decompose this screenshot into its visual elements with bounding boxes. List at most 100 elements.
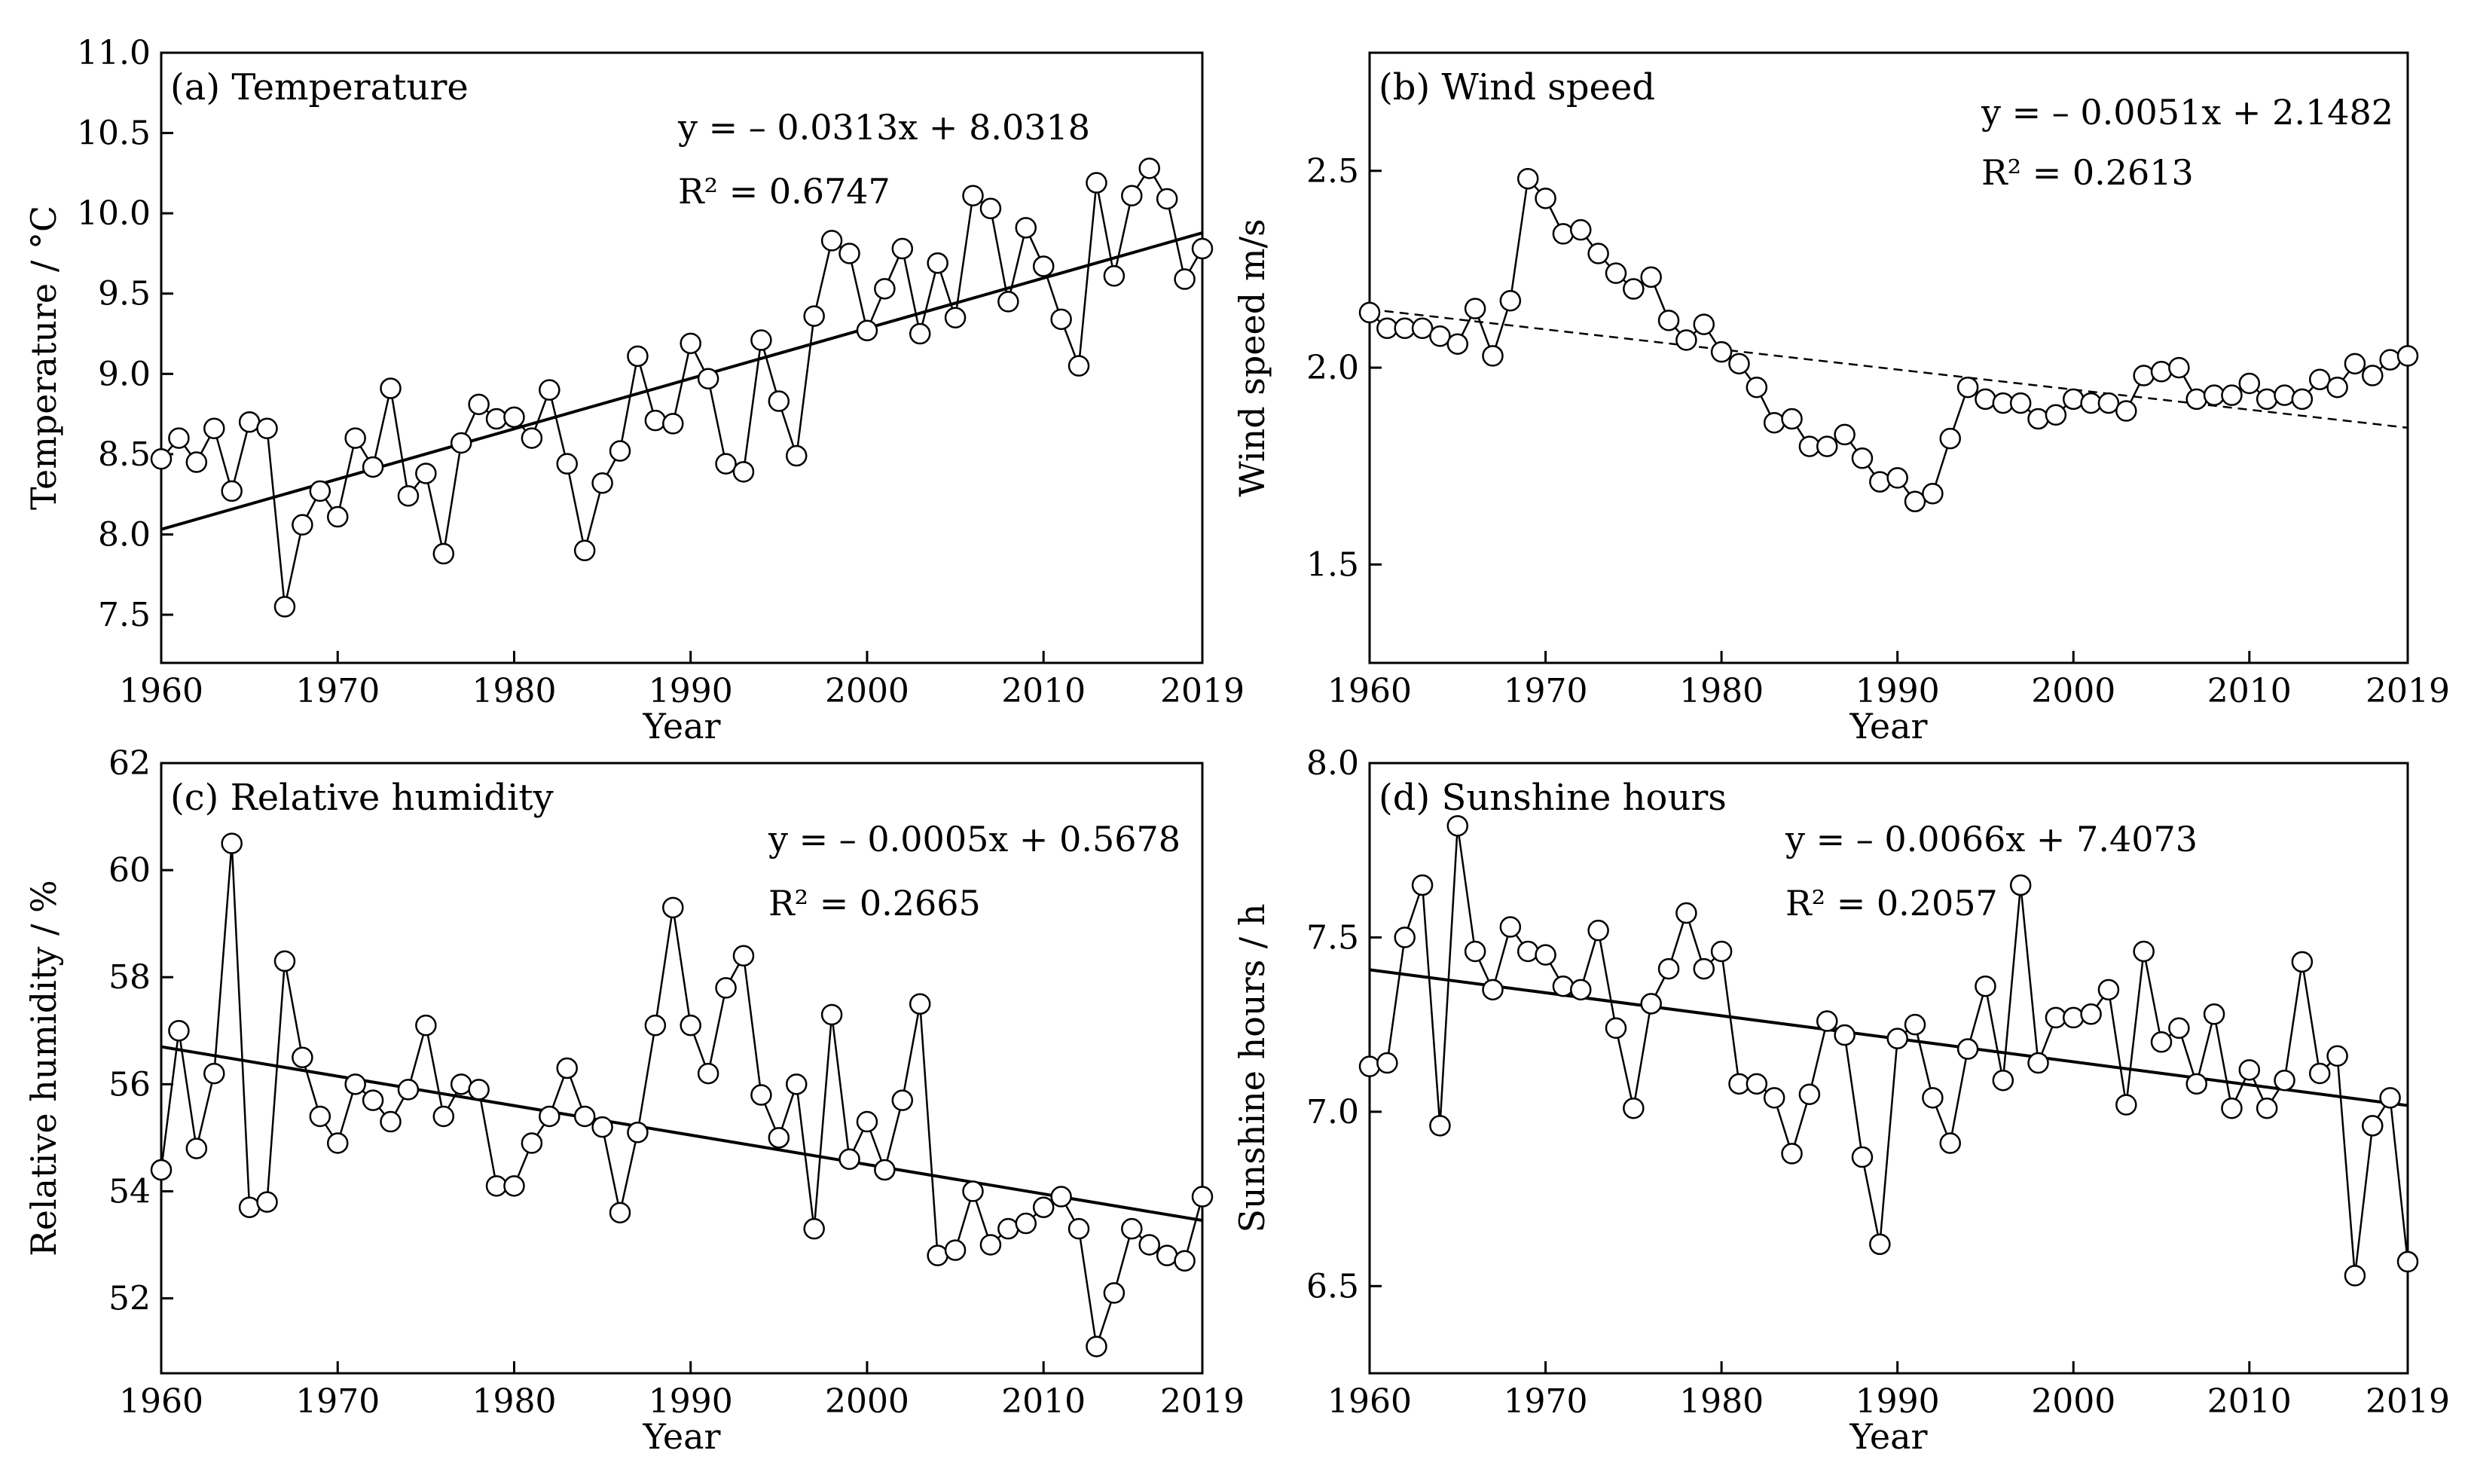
data-point: [1710, 340, 1733, 363]
data-point: [1869, 471, 1891, 493]
trend-equation: y = – 0.0051x + 2.1482: [1981, 92, 2393, 133]
y-tick-label: 11.0: [77, 34, 151, 72]
data-point: [1174, 1250, 1196, 1272]
trend-r-squared: R² = 0.2057: [1785, 883, 1998, 924]
data-point: [1517, 940, 1539, 963]
data-point: [1605, 1017, 1627, 1040]
data-point: [732, 945, 755, 967]
data-point: [1623, 278, 1645, 300]
data-point: [768, 1127, 790, 1149]
x-tick-label: 2000: [2031, 1382, 2115, 1421]
trend-line: [160, 1045, 1203, 1223]
data-point: [309, 1105, 331, 1128]
data-point: [1429, 1115, 1451, 1137]
data-point: [662, 413, 684, 435]
data-point: [273, 950, 296, 973]
plot-frame: [1368, 51, 2409, 664]
data-point: [1816, 1010, 1838, 1032]
data-point: [2274, 1069, 2295, 1092]
data-point: [539, 379, 560, 401]
data-point: [1174, 268, 1196, 290]
data-point: [539, 1105, 560, 1128]
panel-wind-speed: 1960 1970 1980 1990 2000 2010 2019 1.5 2.0 2.5 Yea…: [1232, 51, 2450, 747]
y-tick-label: 8.5: [98, 435, 151, 474]
data-point: [2238, 1059, 2261, 1081]
data-point: [1156, 1244, 1178, 1266]
data-point: [1693, 313, 1715, 335]
x-tick-label: 1970: [1504, 1382, 1588, 1421]
data-point: [1032, 255, 1055, 277]
x-tick-label: 1960: [119, 672, 203, 710]
x-tick-label: 1980: [1679, 1382, 1764, 1421]
x-tick-label: 2000: [2031, 672, 2115, 710]
data-point: [1851, 1146, 1874, 1168]
data-point: [750, 1084, 772, 1106]
data-point: [609, 440, 631, 462]
y-tick-label: 7.0: [1306, 1093, 1359, 1131]
data-point: [503, 406, 525, 429]
y-tick-label: 10.5: [77, 115, 151, 153]
data-point: [521, 427, 543, 449]
trend-r-squared: R² = 0.2665: [768, 883, 981, 924]
data-point: [1191, 237, 1214, 260]
x-tick-label: 1960: [119, 1382, 203, 1421]
panel-title: (b) Wind speed: [1379, 66, 1655, 108]
data-point: [521, 1132, 543, 1154]
data-point: [1746, 1073, 1768, 1095]
data-point: [256, 1191, 278, 1213]
data-point: [2396, 1250, 2419, 1273]
data-point: [2326, 1045, 2348, 1067]
data-point: [1086, 1336, 1107, 1357]
data-point: [1975, 975, 1996, 997]
data-point: [1886, 467, 1908, 489]
data-point: [2256, 1097, 2278, 1119]
data-point: [2256, 388, 2278, 411]
data-point: [2308, 1062, 2331, 1085]
y-tick-label: 58: [108, 958, 151, 997]
data-point: [697, 368, 719, 389]
data-point: [450, 432, 472, 454]
data-point: [1834, 423, 1856, 446]
data-point: [168, 427, 190, 449]
data-point: [2150, 361, 2173, 383]
panel-title: (a) Temperature: [170, 66, 469, 108]
y-tick-label: 6.5: [1306, 1267, 1359, 1305]
data-point: [1922, 483, 1944, 505]
data-point: [2291, 951, 2314, 973]
data-point: [1657, 310, 1680, 331]
data-point: [485, 1175, 508, 1197]
data-point: [1623, 1097, 1645, 1119]
data-point: [803, 305, 825, 327]
data-point: [573, 1105, 596, 1128]
data-point: [1358, 301, 1381, 324]
trend-r-squared: R² = 0.6747: [678, 171, 890, 212]
data-point: [344, 1073, 366, 1095]
data-point: [2168, 356, 2190, 379]
data-point: [1675, 329, 1697, 351]
x-tick-label: 2000: [825, 1382, 909, 1421]
data-point: [1834, 1024, 1856, 1046]
data-point: [1728, 1073, 1750, 1095]
data-point: [1763, 1087, 1785, 1109]
data-point: [1992, 1069, 2014, 1092]
data-point: [2344, 353, 2366, 375]
data-point: [380, 1110, 402, 1133]
trend-equation: y = – 0.0313x + 8.0318: [677, 107, 1090, 148]
data-point: [238, 1196, 261, 1218]
y-tick-label: 54: [108, 1172, 151, 1211]
data-point: [803, 1217, 825, 1240]
data-point: [786, 444, 808, 467]
x-axis-title: Year: [642, 706, 720, 747]
data-point: [927, 1244, 948, 1266]
data-point: [2344, 1265, 2366, 1287]
y-axis-title: Relative humidity / %: [23, 880, 64, 1257]
data-point: [962, 1180, 984, 1202]
data-point: [185, 451, 208, 473]
x-tick-label: 1990: [1856, 672, 1940, 710]
data-point: [768, 390, 790, 412]
trend-line: [1369, 308, 2408, 429]
data-point: [344, 427, 366, 449]
x-axis-title: Year: [642, 1416, 720, 1457]
data-point: [292, 1046, 313, 1069]
